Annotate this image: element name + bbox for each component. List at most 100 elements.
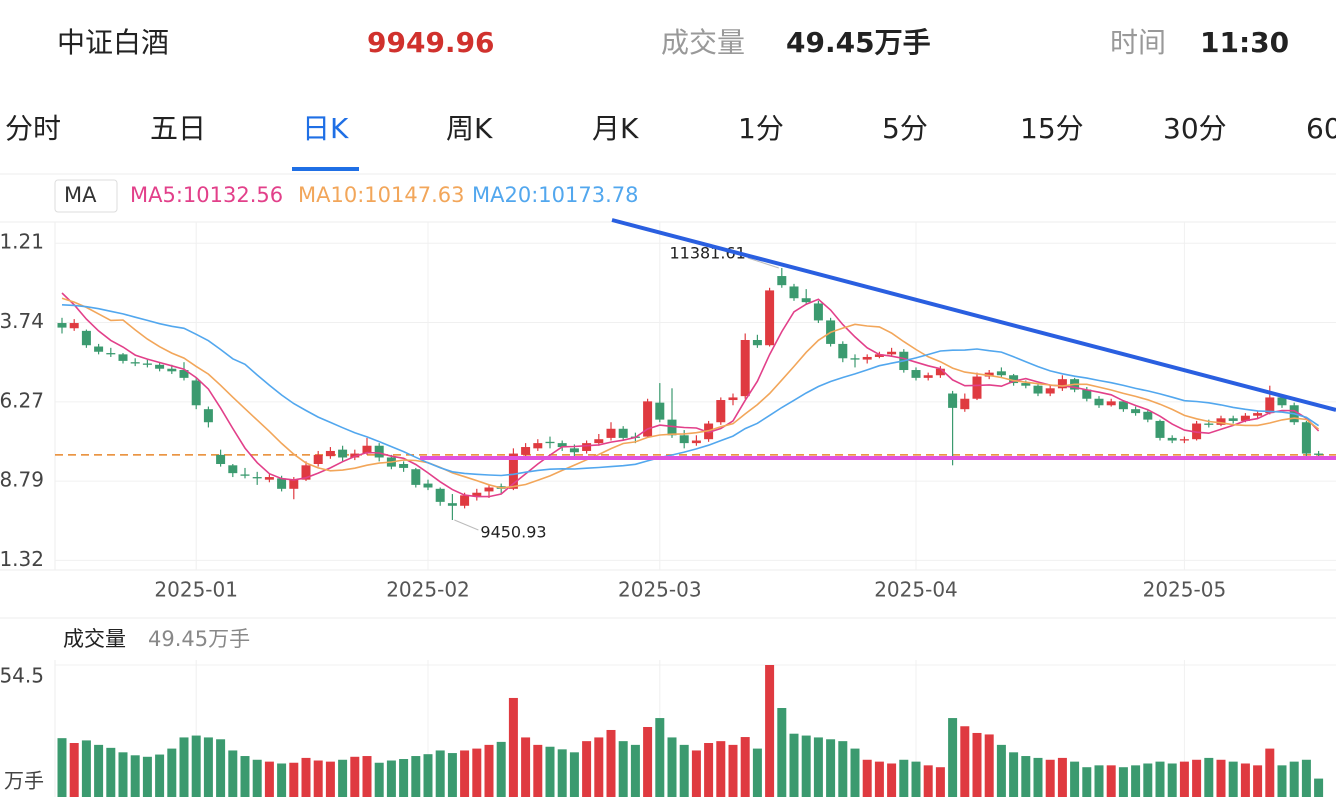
tab[interactable]: 月K [592, 112, 639, 145]
y-tick-label: 11571.21 [0, 230, 44, 254]
tab[interactable]: 60分 [1306, 112, 1336, 145]
candle-body [325, 450, 335, 457]
candle-body [350, 453, 360, 458]
candle-body [691, 440, 701, 444]
candle-body [228, 465, 238, 474]
volume-bar [374, 762, 384, 797]
volume-bar [472, 748, 482, 797]
volume-bar [521, 737, 531, 797]
volume-bar [1265, 748, 1275, 797]
candle-body [277, 478, 287, 489]
volume-bar [960, 726, 970, 797]
annotation-leader [747, 257, 779, 269]
volume: 49.45万手 [786, 26, 931, 59]
volume-bar [460, 750, 470, 797]
volume-bar [545, 746, 555, 797]
volume-bar [667, 737, 677, 797]
candle-body [1240, 415, 1250, 421]
candle-body [545, 441, 555, 444]
volume-bar [557, 749, 567, 797]
time-label: 时间 [1110, 26, 1166, 59]
candle-body [399, 464, 409, 468]
ma-line [61, 292, 1320, 498]
candle-body [338, 449, 348, 458]
index-name: 中证白酒 [57, 26, 169, 59]
volume-bar [301, 757, 311, 797]
time: 11:30 [1200, 26, 1289, 59]
volume-bar [679, 744, 689, 797]
tab[interactable]: 30分 [1163, 112, 1227, 145]
candle-body [533, 443, 543, 449]
tab[interactable]: 1分 [738, 112, 784, 145]
candle-body [1118, 401, 1128, 410]
candle-body [752, 340, 762, 346]
candle-body [887, 351, 897, 355]
volume-bar [203, 737, 213, 797]
candle-body [191, 380, 201, 406]
candle-body [1045, 388, 1055, 394]
tab[interactable]: 五日 [150, 112, 206, 145]
volume-bar [508, 697, 518, 797]
tab[interactable]: 周K [446, 112, 493, 145]
volume-bar [1192, 759, 1202, 797]
volume-bar [691, 750, 701, 797]
volume-bar [240, 756, 250, 797]
candle-body [923, 375, 933, 378]
candle-body [1021, 383, 1031, 386]
volume-bar [118, 752, 128, 797]
tab[interactable]: 分时 [5, 112, 61, 145]
volume-bar [533, 744, 543, 797]
volume-bar [350, 756, 360, 797]
volume-bar [313, 760, 323, 797]
volume-bar [1106, 765, 1116, 797]
volume-bar [911, 761, 921, 797]
volume-bar [1118, 767, 1128, 797]
ma-box[interactable] [54, 179, 118, 213]
candle-body [1033, 385, 1043, 394]
candle-body [850, 358, 860, 360]
volume-bar [167, 748, 177, 797]
tab[interactable]: 日K [302, 112, 349, 145]
tab[interactable]: 5分 [882, 112, 928, 145]
volume-bar [411, 756, 421, 797]
candle-body [960, 398, 970, 410]
candle-body [57, 323, 67, 328]
volume-bar [1009, 752, 1019, 797]
candle-body [594, 439, 604, 444]
tab-bar: 分时 五日 日K 周K 月K 1分 5分 15分 30分 60分 [5, 112, 1336, 145]
annotation-leader [454, 519, 479, 531]
volume-bar [1082, 767, 1092, 797]
candle-body [1106, 401, 1116, 406]
volume-bar [972, 732, 982, 797]
volume-bar [179, 737, 189, 797]
candle-body [1192, 423, 1202, 440]
volume-bar [948, 718, 958, 797]
volume-bar [1204, 757, 1214, 797]
volume-bar [704, 743, 714, 797]
price: 9949.96 [367, 26, 495, 59]
volume-bar [1240, 763, 1250, 797]
volume-bar [81, 740, 91, 797]
tab[interactable]: 15分 [1020, 112, 1084, 145]
volume-bar [362, 756, 372, 797]
volume-bar [582, 741, 592, 797]
low-annotation: 9450.93 [480, 523, 546, 542]
trend-line-drawing[interactable] [611, 218, 1336, 412]
volume-bar [1070, 761, 1080, 797]
volume-bar [423, 754, 433, 797]
candle-body [81, 330, 91, 346]
ma-label: MA [64, 183, 97, 207]
volume-bar [899, 759, 909, 797]
candle-body [679, 435, 689, 444]
volume-bar [57, 738, 67, 797]
volume-bar [484, 744, 494, 797]
volume-bar [887, 763, 897, 797]
x-tick-label: 2025-02 [386, 578, 470, 602]
volume-bar [325, 761, 335, 797]
x-tick-label: 2025-04 [874, 578, 958, 602]
candle-body [472, 492, 482, 497]
candle-body [374, 445, 384, 458]
volume-bar [923, 765, 933, 797]
ma-line [61, 297, 1320, 489]
